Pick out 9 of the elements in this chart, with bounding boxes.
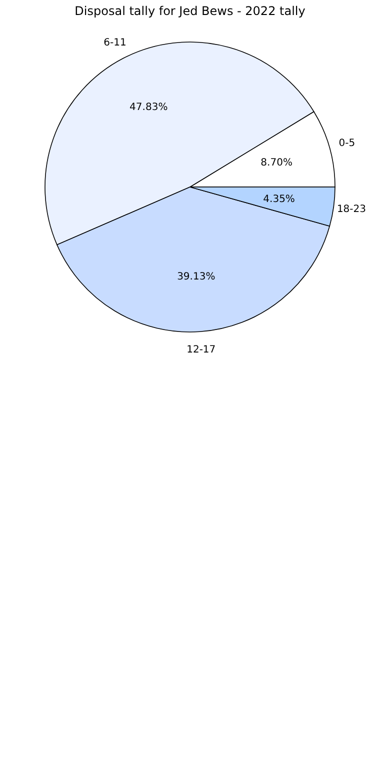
data-label: 39.13% (177, 272, 216, 283)
slice-label: 18-23 (336, 204, 366, 216)
slice-label: 0-5 (338, 138, 356, 150)
slice-label: 6-11 (104, 37, 126, 48)
data-label: 47.83% (130, 102, 168, 114)
data-label: 8.70% (260, 158, 292, 169)
data-label: 4.35% (263, 194, 295, 206)
chart-title: Disposal tally for Jed Bews - 2022 tally (74, 4, 306, 18)
slice-label: 12-17 (186, 344, 216, 356)
